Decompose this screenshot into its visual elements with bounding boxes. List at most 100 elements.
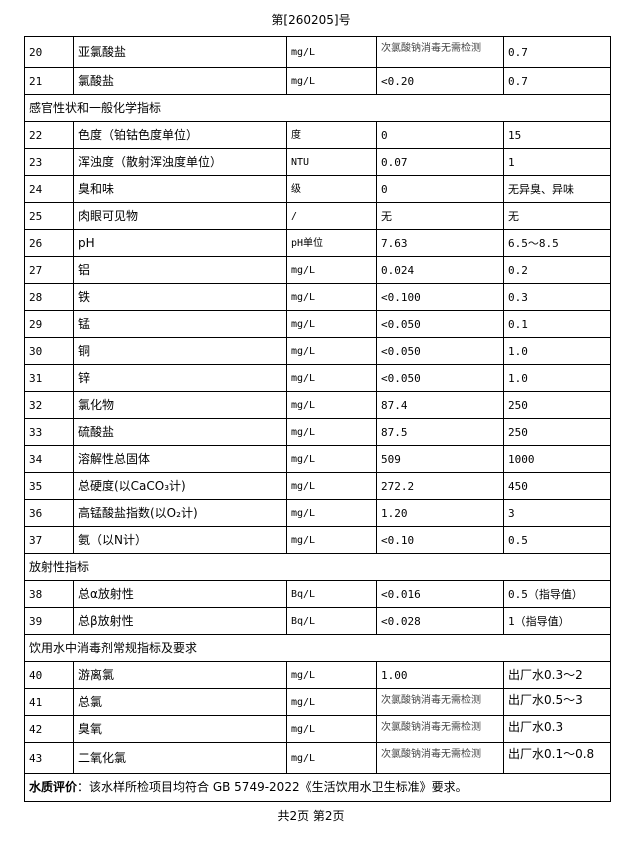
item-name: 铝 [73, 256, 287, 284]
item-limit: 出厂水0.3 [503, 715, 611, 743]
item-result: <0.100 [376, 283, 504, 311]
report-number: 第[260205]号 [271, 13, 351, 27]
item-limit: 无异臭、异味 [503, 175, 611, 203]
item-limit: 1.0 [503, 364, 611, 392]
item-name: 溶解性总固体 [73, 445, 287, 473]
item-result: 无 [376, 202, 504, 230]
table-row: 27 铝 mg/L 0.024 0.2 [24, 256, 611, 284]
item-unit: mg/L [286, 715, 377, 743]
table-row: 30 铜 mg/L <0.050 1.0 [24, 337, 611, 365]
item-limit: 1 [503, 148, 611, 176]
item-limit: 1000 [503, 445, 611, 473]
item-unit: mg/L [286, 391, 377, 419]
item-number: 23 [24, 148, 74, 176]
item-name: 浑浊度（散射浑浊度单位） [73, 148, 287, 176]
table-row: 28 铁 mg/L <0.100 0.3 [24, 283, 611, 311]
item-limit: 出厂水0.3～2 [503, 661, 611, 689]
item-unit: mg/L [286, 418, 377, 446]
item-unit: mg/L [286, 310, 377, 338]
item-limit: 无 [503, 202, 611, 230]
table-row: 24 臭和味 级 0 无异臭、异味 [24, 175, 611, 203]
item-unit: mg/L [286, 472, 377, 500]
section-title: 感官性状和一般化学指标 [24, 94, 611, 122]
item-name: 亚氯酸盐 [73, 36, 287, 68]
table-row: 23 浑浊度（散射浑浊度单位） NTU 0.07 1 [24, 148, 611, 176]
item-number: 41 [24, 688, 74, 716]
table-row: 43 二氧化氯 mg/L 次氯酸钠消毒无需检测 出厂水0.1～0.8 [24, 742, 611, 774]
item-limit: 3 [503, 499, 611, 527]
item-result: <0.20 [376, 67, 504, 95]
item-name: 铜 [73, 337, 287, 365]
item-unit: mg/L [286, 256, 377, 284]
item-name: 氨（以N计） [73, 526, 287, 554]
item-result: <0.050 [376, 337, 504, 365]
item-limit: 250 [503, 391, 611, 419]
item-name: 高锰酸盐指数(以O₂计) [73, 499, 287, 527]
item-number: 40 [24, 661, 74, 689]
item-result: 次氯酸钠消毒无需检测 [376, 715, 504, 743]
item-number: 33 [24, 418, 74, 446]
item-limit: 0.1 [503, 310, 611, 338]
item-limit: 0.2 [503, 256, 611, 284]
item-number: 30 [24, 337, 74, 365]
table-row: 29 锰 mg/L <0.050 0.1 [24, 310, 611, 338]
item-number: 20 [24, 36, 74, 68]
item-unit: mg/L [286, 526, 377, 554]
item-number: 34 [24, 445, 74, 473]
item-result: 272.2 [376, 472, 504, 500]
item-limit: 0.7 [503, 36, 611, 68]
section-row: 饮用水中消毒剂常规指标及要求 [24, 634, 611, 662]
item-result: <0.050 [376, 310, 504, 338]
item-result: <0.016 [376, 580, 504, 608]
item-number: 29 [24, 310, 74, 338]
item-number: 22 [24, 121, 74, 149]
item-unit: Bq/L [286, 607, 377, 635]
item-number: 37 [24, 526, 74, 554]
item-limit: 出厂水0.1～0.8 [503, 742, 611, 774]
table-row: 40 游离氯 mg/L 1.00 出厂水0.3～2 [24, 661, 611, 689]
table-row: 32 氯化物 mg/L 87.4 250 [24, 391, 611, 419]
item-number: 43 [24, 742, 74, 774]
item-number: 36 [24, 499, 74, 527]
item-name: 氯酸盐 [73, 67, 287, 95]
table-row: 38 总α放射性 Bq/L <0.016 0.5（指导值） [24, 580, 611, 608]
item-name: 总β放射性 [73, 607, 287, 635]
item-limit: 1（指导值） [503, 607, 611, 635]
item-unit: mg/L [286, 364, 377, 392]
item-number: 39 [24, 607, 74, 635]
item-name: 氯化物 [73, 391, 287, 419]
item-result: 0 [376, 121, 504, 149]
table-row: 35 总硬度(以CaCO₃计) mg/L 272.2 450 [24, 472, 611, 500]
item-name: 游离氯 [73, 661, 287, 689]
item-number: 28 [24, 283, 74, 311]
evaluation-label: 水质评价 [29, 780, 78, 794]
item-number: 25 [24, 202, 74, 230]
table-row: 26 pH pH单位 7.63 6.5～8.5 [24, 229, 611, 257]
item-limit: 15 [503, 121, 611, 149]
item-result: 0 [376, 175, 504, 203]
item-limit: 0.5（指导值） [503, 580, 611, 608]
item-limit: 1.0 [503, 337, 611, 365]
item-unit: mg/L [286, 742, 377, 774]
item-number: 32 [24, 391, 74, 419]
table-row: 41 总氯 mg/L 次氯酸钠消毒无需检测 出厂水0.5～3 [24, 688, 611, 716]
item-unit: pH单位 [286, 229, 377, 257]
section-row: 感官性状和一般化学指标 [24, 94, 611, 122]
section-title: 放射性指标 [24, 553, 611, 581]
item-unit: mg/L [286, 499, 377, 527]
item-unit: mg/L [286, 445, 377, 473]
item-limit: 250 [503, 418, 611, 446]
item-name: 锰 [73, 310, 287, 338]
item-limit: 450 [503, 472, 611, 500]
table-row: 34 溶解性总固体 mg/L 509 1000 [24, 445, 611, 473]
item-number: 35 [24, 472, 74, 500]
page-footer: 共2页 第2页 [277, 809, 345, 823]
item-name: pH [73, 229, 287, 257]
item-name: 臭氧 [73, 715, 287, 743]
item-name: 臭和味 [73, 175, 287, 203]
item-name: 硫酸盐 [73, 418, 287, 446]
evaluation-cell: 水质评价：该水样所检项目均符合 GB 5749-2022《生活饮用水卫生标准》要… [24, 773, 611, 802]
item-result: <0.050 [376, 364, 504, 392]
item-number: 27 [24, 256, 74, 284]
item-number: 31 [24, 364, 74, 392]
